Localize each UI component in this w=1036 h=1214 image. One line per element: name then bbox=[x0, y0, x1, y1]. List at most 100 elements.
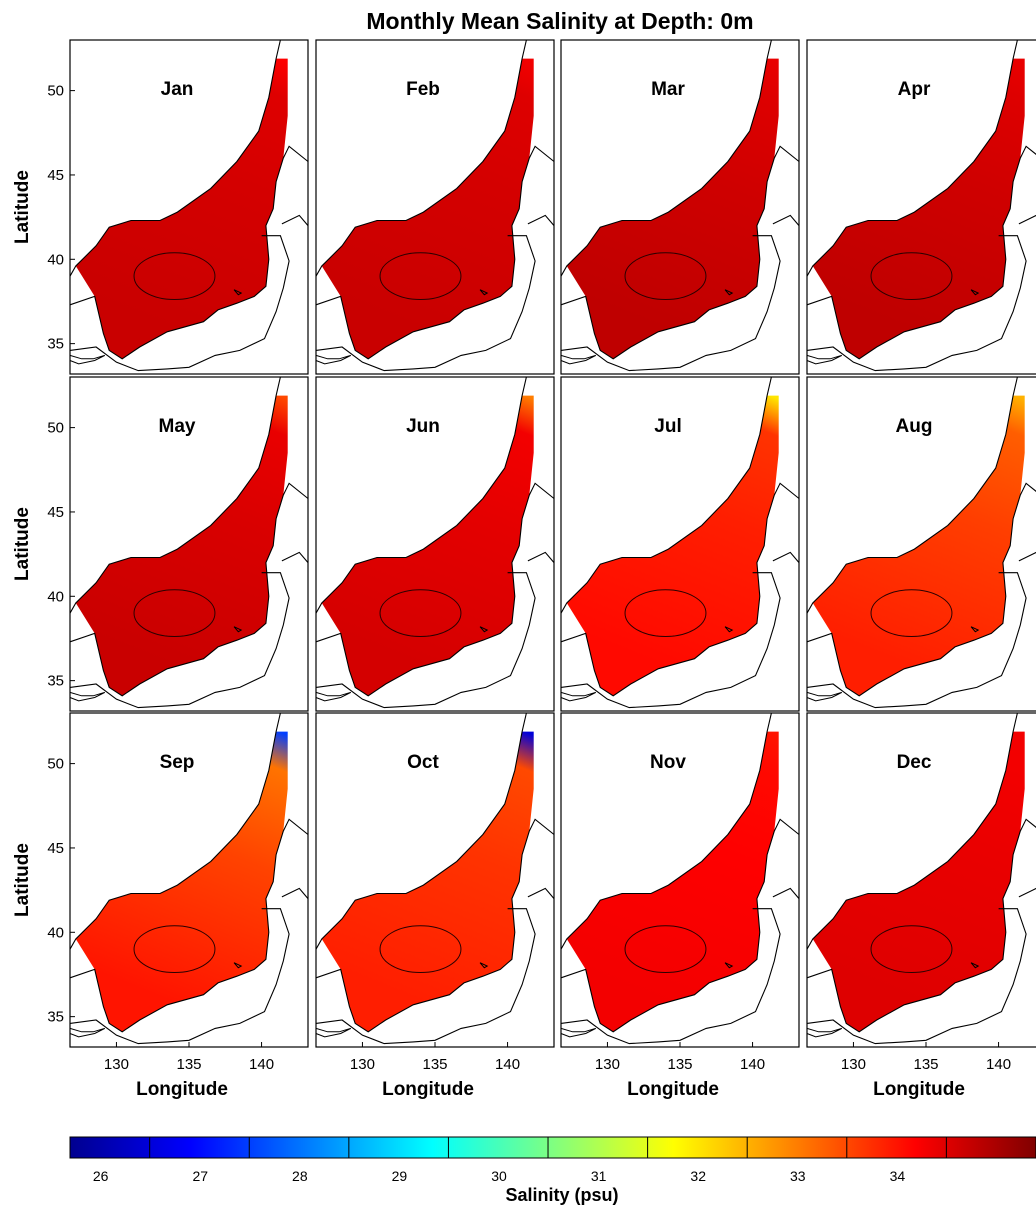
panel-jul: Jul bbox=[560, 376, 800, 712]
salinity-field bbox=[812, 731, 1025, 1032]
colorbar-tick-label: 34 bbox=[890, 1168, 906, 1184]
coastline bbox=[560, 712, 772, 950]
coastline bbox=[806, 235, 1027, 372]
coastline bbox=[69, 712, 281, 950]
panel-may: May 35 40 45 50 Latitude bbox=[12, 376, 309, 712]
coastline bbox=[281, 887, 309, 899]
coastline bbox=[69, 145, 309, 360]
coastline bbox=[560, 39, 772, 277]
panel-oct: Oct 130 135 140 Longitude bbox=[315, 712, 555, 1100]
panel-frame bbox=[806, 39, 1036, 375]
panel-frame bbox=[315, 376, 555, 712]
colorbar-label: Salinity (psu) bbox=[505, 1185, 618, 1205]
month-label: Aug bbox=[896, 416, 933, 437]
coastline bbox=[1018, 887, 1036, 898]
salinity-field bbox=[566, 58, 779, 359]
island-outline bbox=[970, 289, 980, 296]
coastline bbox=[1018, 551, 1036, 562]
y-tick-label: 50 bbox=[47, 83, 64, 100]
colorbar-tick-label: 33 bbox=[790, 1168, 806, 1184]
island-outline bbox=[560, 1027, 597, 1038]
y-tick-label: 35 bbox=[47, 673, 64, 690]
salinity-field bbox=[75, 731, 288, 1032]
month-label: Jun bbox=[406, 416, 440, 437]
island-outline bbox=[479, 962, 489, 969]
panel-frame bbox=[69, 39, 309, 375]
x-tick-label: 135 bbox=[913, 1056, 938, 1073]
salinity-field bbox=[75, 58, 288, 359]
salinity-field bbox=[566, 731, 779, 1032]
coastline bbox=[69, 235, 290, 372]
coastline bbox=[69, 818, 309, 1033]
coastline bbox=[560, 908, 781, 1045]
y-tick-label: 45 bbox=[47, 840, 64, 857]
colorbar: 26 27 28 29 30 31 32 33 34 bbox=[69, 1136, 1036, 1184]
panel-jun: Jun bbox=[315, 376, 555, 712]
panel-nov: Nov 130 135 140 Longitude bbox=[560, 712, 800, 1100]
coastline bbox=[560, 376, 772, 614]
salinity-contour bbox=[624, 589, 707, 638]
x-axis-label: Longitude bbox=[873, 1079, 965, 1100]
salinity-contour bbox=[870, 589, 953, 638]
coastline bbox=[69, 572, 290, 709]
salinity-contour bbox=[624, 925, 707, 974]
panel-frame bbox=[560, 39, 800, 375]
y-tick-label: 45 bbox=[47, 504, 64, 521]
panel-mar: Mar bbox=[560, 39, 800, 375]
salinity-field bbox=[812, 395, 1025, 696]
y-tick-label: 50 bbox=[47, 756, 64, 773]
colorbar-gradient bbox=[69, 1136, 1036, 1159]
x-axis-label: Longitude bbox=[136, 1079, 228, 1100]
coastline bbox=[315, 712, 527, 950]
x-tick-label: 130 bbox=[104, 1056, 129, 1073]
island-outline bbox=[315, 354, 352, 365]
coastline bbox=[560, 818, 800, 1033]
panel-dec: Dec 130 135 140 Longitude bbox=[806, 712, 1036, 1100]
island-outline bbox=[233, 626, 243, 633]
coastline bbox=[315, 818, 555, 1033]
island-outline bbox=[806, 1027, 843, 1038]
month-label: Mar bbox=[651, 79, 685, 100]
coastline bbox=[69, 908, 290, 1045]
x-tick-label: 140 bbox=[740, 1056, 765, 1073]
coastline bbox=[560, 235, 781, 372]
panel-frame bbox=[806, 376, 1036, 712]
panel-frame bbox=[560, 376, 800, 712]
island-outline bbox=[724, 962, 734, 969]
panel-jan: Jan 35 40 45 50 Latitude bbox=[12, 39, 309, 375]
island-outline bbox=[69, 354, 106, 365]
island-outline bbox=[724, 289, 734, 296]
salinity-contour bbox=[379, 589, 462, 638]
island-outline bbox=[69, 1027, 106, 1038]
month-label: Feb bbox=[406, 79, 440, 100]
coastline bbox=[772, 887, 800, 899]
panel-apr: Apr bbox=[806, 39, 1036, 375]
coastline bbox=[806, 712, 1018, 950]
coastline bbox=[1018, 214, 1036, 225]
panel-grid: Jan 35 40 45 50 Latitude Feb Mar Apr May 35 40 45 50 L… bbox=[12, 39, 1036, 1100]
salinity-contour bbox=[379, 925, 462, 974]
island-outline bbox=[315, 1027, 352, 1038]
colorbar-tick-label: 30 bbox=[491, 1168, 507, 1184]
island-outline bbox=[970, 626, 980, 633]
x-tick-label: 130 bbox=[595, 1056, 620, 1073]
month-label: Apr bbox=[898, 79, 931, 100]
colorbar-tick-label: 26 bbox=[93, 1168, 109, 1184]
salinity-contour bbox=[870, 252, 953, 301]
salinity-field bbox=[75, 395, 288, 696]
coastline bbox=[806, 818, 1036, 1033]
island-outline bbox=[560, 354, 597, 365]
coastline bbox=[281, 551, 309, 563]
island-outline bbox=[233, 962, 243, 969]
x-tick-label: 135 bbox=[176, 1056, 201, 1073]
coastline bbox=[806, 572, 1027, 709]
coastline bbox=[527, 551, 555, 563]
coastline bbox=[315, 376, 527, 614]
coastline bbox=[69, 39, 281, 277]
coastline bbox=[315, 482, 555, 697]
coastline bbox=[69, 482, 309, 697]
island-outline bbox=[69, 691, 106, 702]
salinity-field bbox=[812, 58, 1025, 359]
month-label: Jan bbox=[161, 79, 194, 100]
coastline bbox=[527, 887, 555, 899]
